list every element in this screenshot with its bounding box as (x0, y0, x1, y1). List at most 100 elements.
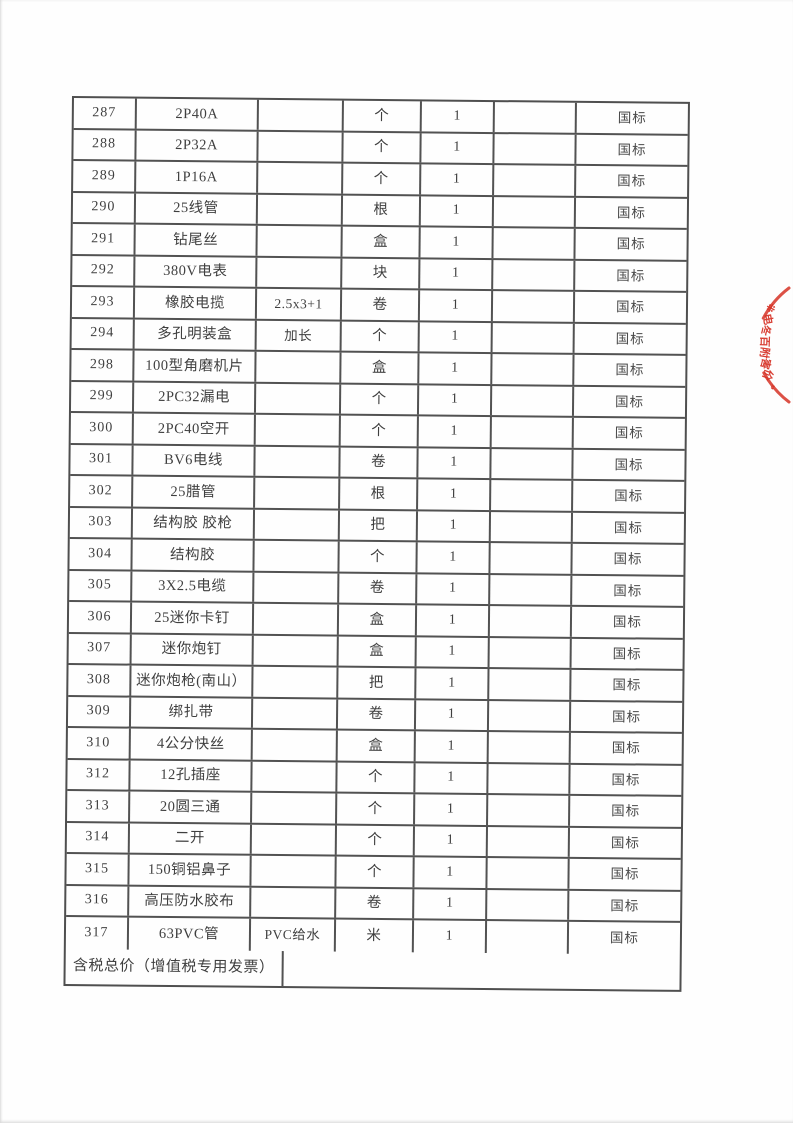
cell-serial-number: 301 (70, 444, 134, 475)
cell-unit-price (488, 763, 571, 794)
cell-item-name: 2PC32漏电 (133, 382, 257, 413)
cell-unit-price (493, 259, 576, 290)
cell-standard-note: 国标 (616, 267, 646, 284)
cell-spec (255, 414, 341, 446)
cell-spec (251, 855, 337, 887)
cell-unit-price (492, 354, 575, 385)
table-body: 287 2P40A 个 1 国标 288 2P32A 个 1 国标 289 1P… (65, 98, 688, 954)
cell-item-name: BV6电线 (133, 445, 256, 476)
cell-serial-number: 315 (66, 853, 130, 885)
cell-unit: 个 (339, 541, 418, 572)
cell-standard-note: 国标 (610, 866, 640, 882)
cell-serial-number: 290 (72, 192, 137, 223)
cell-standard-note: 国标 (614, 456, 644, 473)
cell-standard-note: 国标 (611, 740, 641, 756)
cell-item-name: 钻尾丝 (135, 224, 258, 256)
cell-standard-note: 国标 (617, 173, 647, 189)
cell-standard-note: 国标 (609, 930, 640, 946)
cell-serial-number: 312 (67, 759, 131, 790)
cell-serial-number: 307 (68, 633, 132, 664)
cell-item-name: 多孔明装盒 (134, 319, 257, 350)
seal-glyph: 害 (757, 356, 772, 371)
cell-item-name: 3X2.5电缆 (132, 571, 255, 602)
cell-unit: 盒 (337, 730, 416, 761)
cell-item-name: 25腊管 (133, 476, 256, 508)
cell-unit-price (488, 732, 571, 763)
cell-spec (252, 761, 338, 792)
cell-unit: 个 (343, 163, 422, 194)
cell-unit: 盒 (341, 352, 420, 383)
cell-unit-price (492, 291, 576, 322)
cell-spec (257, 194, 344, 225)
cell-spec (254, 572, 340, 603)
cell-quantity: 1 (414, 888, 488, 920)
cell-spec (256, 351, 342, 383)
cell-spec (253, 666, 339, 698)
cell-standard-note: 国标 (610, 834, 640, 850)
cell-item-name: 1P16A (136, 161, 259, 193)
cell-quantity: 1 (416, 636, 490, 668)
cell-item-name: 结构胶 胶枪 (132, 508, 256, 539)
cell-unit: 卷 (336, 888, 415, 919)
cell-serial-number: 291 (72, 224, 136, 255)
cell-quantity: 1 (416, 605, 491, 636)
cell-item-name: 380V电表 (135, 256, 258, 287)
cell-unit-price (486, 921, 570, 954)
cell-quantity: 1 (421, 101, 495, 132)
cell-unit-price (494, 102, 577, 133)
table-footer-row: 含税总价（增值税专用发票） (65, 948, 679, 989)
cell-quantity: 1 (417, 573, 491, 605)
cell-unit: 个 (337, 793, 416, 824)
cell-item-name: 100型角磨机片 (134, 350, 257, 382)
cell-quantity: 1 (421, 132, 495, 164)
cell-unit-price (494, 133, 577, 164)
cell-quantity: 1 (418, 479, 492, 510)
cell-standard-note: 国标 (611, 771, 641, 787)
cell-standard-note: 国标 (610, 897, 640, 913)
cell-serial-number: 317 (65, 916, 130, 950)
cell-unit-price (488, 795, 571, 826)
cell-item-name: 迷你炮枪(南山） (131, 665, 254, 697)
cell-standard-note: 国标 (613, 582, 643, 598)
cell-item-name: 高压防水胶布 (129, 886, 252, 917)
cell-spec (255, 477, 341, 509)
cell-spec (251, 824, 338, 855)
cell-standard-note: 国标 (617, 141, 647, 158)
cell-serial-number: 302 (70, 476, 134, 507)
cell-quantity: 1 (414, 857, 488, 888)
cell-item-name: 迷你炮钉 (131, 634, 254, 665)
cell-spec (252, 792, 338, 824)
cell-standard-note: 国标 (611, 803, 641, 819)
seal-glyph: ※ (763, 302, 778, 315)
cell-serial-number: 309 (67, 696, 132, 727)
cell-unit-price (491, 448, 574, 479)
cell-spec (258, 99, 344, 131)
cell-unit-price (491, 417, 574, 448)
cell-item-name: 25线管 (135, 193, 259, 224)
cell-serial-number: 293 (71, 287, 136, 318)
cell-unit-price (493, 196, 577, 227)
cell-unit-price (489, 606, 573, 637)
cell-unit: 把 (338, 667, 417, 698)
cell-standard-note: 国标 (616, 204, 646, 221)
cell-unit-price (491, 480, 574, 511)
seal-glyph: 附 (756, 346, 771, 359)
cell-spec (258, 131, 344, 162)
cell-spec (255, 383, 342, 414)
seal-text: ※ 电冬百附害价” (753, 302, 778, 391)
cell-unit-price (487, 889, 570, 920)
footer-total-price-label: 含税总价（增值税专用发票） (65, 948, 284, 986)
cell-item-name: 2PC40空开 (133, 413, 256, 445)
cell-unit: 个 (340, 384, 420, 415)
cell-spec (255, 446, 341, 477)
cell-unit: 个 (336, 856, 415, 887)
cell-standard-note: 国标 (611, 708, 642, 724)
cell-unit: 个 (343, 132, 422, 163)
cell-quantity: 1 (421, 164, 495, 195)
cell-serial-number: 299 (70, 381, 135, 412)
cell-standard-note: 国标 (613, 551, 643, 567)
cell-unit: 根 (340, 478, 419, 509)
cell-item-name: 2P32A (136, 130, 259, 161)
cell-unit: 把 (339, 510, 419, 541)
